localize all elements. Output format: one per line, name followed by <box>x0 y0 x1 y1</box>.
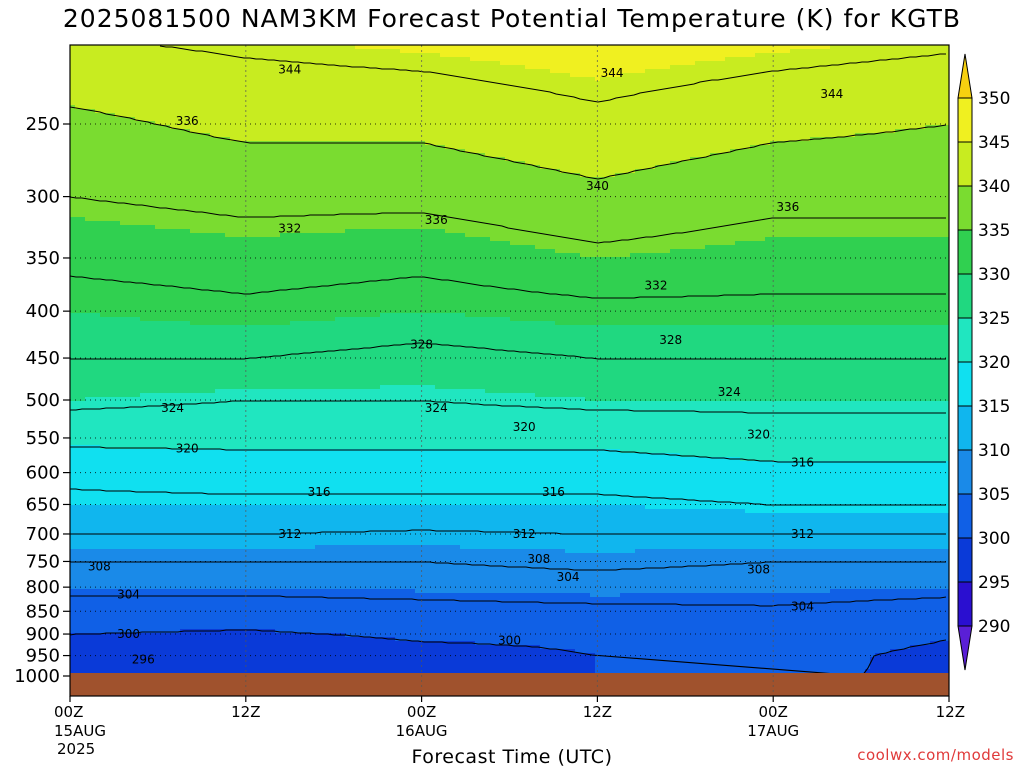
y-tick-label-900: 900 <box>26 624 60 645</box>
contour-label-3: 304 <box>117 588 140 602</box>
contour-label-12: 316 <box>308 485 331 499</box>
y-tick-label-300: 300 <box>26 187 60 208</box>
contour-label-1: 300 <box>117 627 140 641</box>
contour-label-30: 344 <box>601 66 624 80</box>
colorbar-swatch-325 <box>958 274 972 318</box>
y-tick-label-550: 550 <box>26 428 60 449</box>
contour-label-15: 320 <box>176 442 199 456</box>
contour-label-11: 312 <box>791 527 814 541</box>
contour-label-31: 344 <box>820 87 843 101</box>
contour-label-4: 304 <box>557 570 580 584</box>
y-tick-label-1000: 1000 <box>14 666 60 687</box>
contour-label-10: 312 <box>513 527 536 541</box>
pressure-axis: 2503003504004505005506006507007508008509… <box>14 114 70 687</box>
y-tick-label-250: 250 <box>26 114 60 135</box>
colorbar-swatch-330 <box>958 230 972 274</box>
colorbar-label-350: 350 <box>978 89 1010 109</box>
colorbar-label-295: 295 <box>978 573 1010 593</box>
y-tick-label-500: 500 <box>26 390 60 411</box>
x-tick-label-0: 00Z <box>54 703 83 721</box>
contour-label-24: 332 <box>645 278 668 292</box>
ground-below-surface <box>70 673 949 696</box>
contour-label-17: 320 <box>747 427 770 441</box>
colorbar-swatch-295 <box>958 538 972 582</box>
colorbar-swatch-340 <box>958 142 972 186</box>
contour-label-13: 316 <box>542 485 565 499</box>
y-tick-label-950: 950 <box>26 646 60 667</box>
colorbar-label-310: 310 <box>978 441 1010 461</box>
contour-label-2: 300 <box>498 634 521 648</box>
theta-color-fill <box>70 45 951 698</box>
colorbar-swatch-315 <box>958 362 972 406</box>
y-tick-label-850: 850 <box>26 601 60 622</box>
colorbar-swatch-310 <box>958 406 972 450</box>
colorbar-swatch-320 <box>958 318 972 362</box>
colorbar-label-345: 345 <box>978 133 1010 153</box>
x-tick-label-12: 12Z <box>231 703 260 721</box>
y-tick-label-350: 350 <box>26 248 60 269</box>
contour-label-14: 316 <box>791 456 814 470</box>
colorbar-label-340: 340 <box>978 177 1010 197</box>
x-tick-label-36: 12Z <box>583 703 612 721</box>
contour-label-25: 336 <box>425 213 448 227</box>
contour-label-7: 308 <box>527 552 550 566</box>
contour-label-16: 320 <box>513 420 536 434</box>
colorbar-label-330: 330 <box>978 265 1010 285</box>
x-tick-date-0: 15AUG <box>54 722 106 740</box>
colorbar-label-320: 320 <box>978 353 1010 373</box>
colorbar-label-305: 305 <box>978 485 1010 505</box>
y-tick-label-750: 750 <box>26 551 60 572</box>
contour-label-22: 328 <box>659 333 682 347</box>
contour-label-26: 336 <box>776 200 799 214</box>
contour-label-5: 304 <box>791 600 814 614</box>
contour-label-27: 336 <box>176 114 199 128</box>
colorbar-swatch-345 <box>958 98 972 142</box>
colorbar-label-325: 325 <box>978 309 1010 329</box>
colorbar-max-arrow <box>958 54 972 98</box>
contour-label-28: 340 <box>586 179 609 193</box>
y-tick-label-400: 400 <box>26 301 60 322</box>
y-tick-label-650: 650 <box>26 494 60 515</box>
colorbar-label-315: 315 <box>978 397 1010 417</box>
colorbar-label-300: 300 <box>978 529 1010 549</box>
colorbar-swatch-335 <box>958 186 972 230</box>
watermark-link[interactable]: coolwx.com/models <box>857 746 1014 764</box>
y-tick-label-600: 600 <box>26 463 60 484</box>
contour-label-6: 308 <box>88 560 111 574</box>
contour-label-19: 324 <box>425 401 448 415</box>
contour-label-21: 328 <box>410 338 433 352</box>
contour-label-8: 308 <box>747 562 770 576</box>
contour-label-0: 296 <box>132 653 155 667</box>
x-tick-date-24: 16AUG <box>396 722 448 740</box>
contour-label-29: 344 <box>278 62 301 76</box>
x-tick-label-24: 00Z <box>407 703 436 721</box>
colorbar: 290 295 300 305 310 315 320 325 330 335 340 345 350 <box>958 54 1010 670</box>
colorbar-label-335: 335 <box>978 221 1010 241</box>
colorbar-swatch-305 <box>958 450 972 494</box>
contour-label-9: 312 <box>278 527 301 541</box>
y-tick-label-450: 450 <box>26 348 60 369</box>
contour-label-18: 324 <box>161 401 184 415</box>
colorbar-swatch-290 <box>958 582 972 626</box>
y-tick-label-700: 700 <box>26 524 60 545</box>
x-tick-date-48: 17AUG <box>747 722 799 740</box>
y-tick-label-800: 800 <box>26 577 60 598</box>
colorbar-swatch-300 <box>958 494 972 538</box>
contour-label-20: 324 <box>718 385 741 399</box>
x-tick-label-60: 12Z <box>936 703 965 721</box>
colorbar-min-arrow <box>958 626 972 670</box>
colorbar-label-290: 290 <box>978 617 1010 637</box>
x-tick-label-48: 00Z <box>759 703 788 721</box>
contour-label-23: 332 <box>278 221 301 235</box>
